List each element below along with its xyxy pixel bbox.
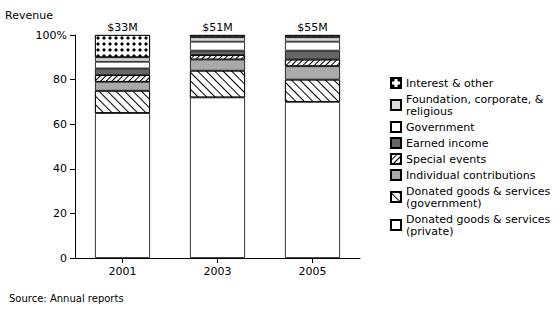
svg-text:2001: 2001 (109, 265, 137, 278)
svg-text:(private): (private) (406, 225, 453, 238)
svg-text:Source: Annual reports: Source: Annual reports (9, 293, 124, 304)
svg-text:2005: 2005 (299, 265, 327, 278)
svg-text:Revenue: Revenue (5, 9, 53, 22)
svg-text:Donated goods & services: Donated goods & services (406, 212, 554, 226)
svg-text:80: 80 (53, 73, 67, 86)
svg-text:2003: 2003 (204, 265, 232, 278)
svg-text:Donated goods & services: Donated goods & services (406, 184, 554, 198)
svg-text:100%: 100% (36, 29, 67, 42)
svg-text:Special events: Special events (406, 153, 486, 166)
svg-text:$55M: $55M (297, 21, 328, 34)
svg-text:$51M: $51M (202, 21, 233, 34)
svg-text:Government: Government (406, 121, 475, 134)
svg-text:0: 0 (60, 252, 67, 265)
svg-text:religious: religious (406, 105, 453, 118)
svg-text:Interest & other: Interest & other (406, 77, 494, 90)
svg-text:Individual contributions: Individual contributions (406, 169, 536, 182)
svg-text:(government): (government) (406, 197, 482, 210)
svg-text:Earned income: Earned income (406, 137, 489, 150)
svg-text:60: 60 (53, 118, 67, 131)
svg-text:$33M: $33M (107, 21, 138, 34)
svg-text:40: 40 (53, 162, 67, 175)
svg-text:20: 20 (53, 207, 67, 220)
svg-text:Foundation, corporate, &: Foundation, corporate, & (406, 92, 547, 106)
